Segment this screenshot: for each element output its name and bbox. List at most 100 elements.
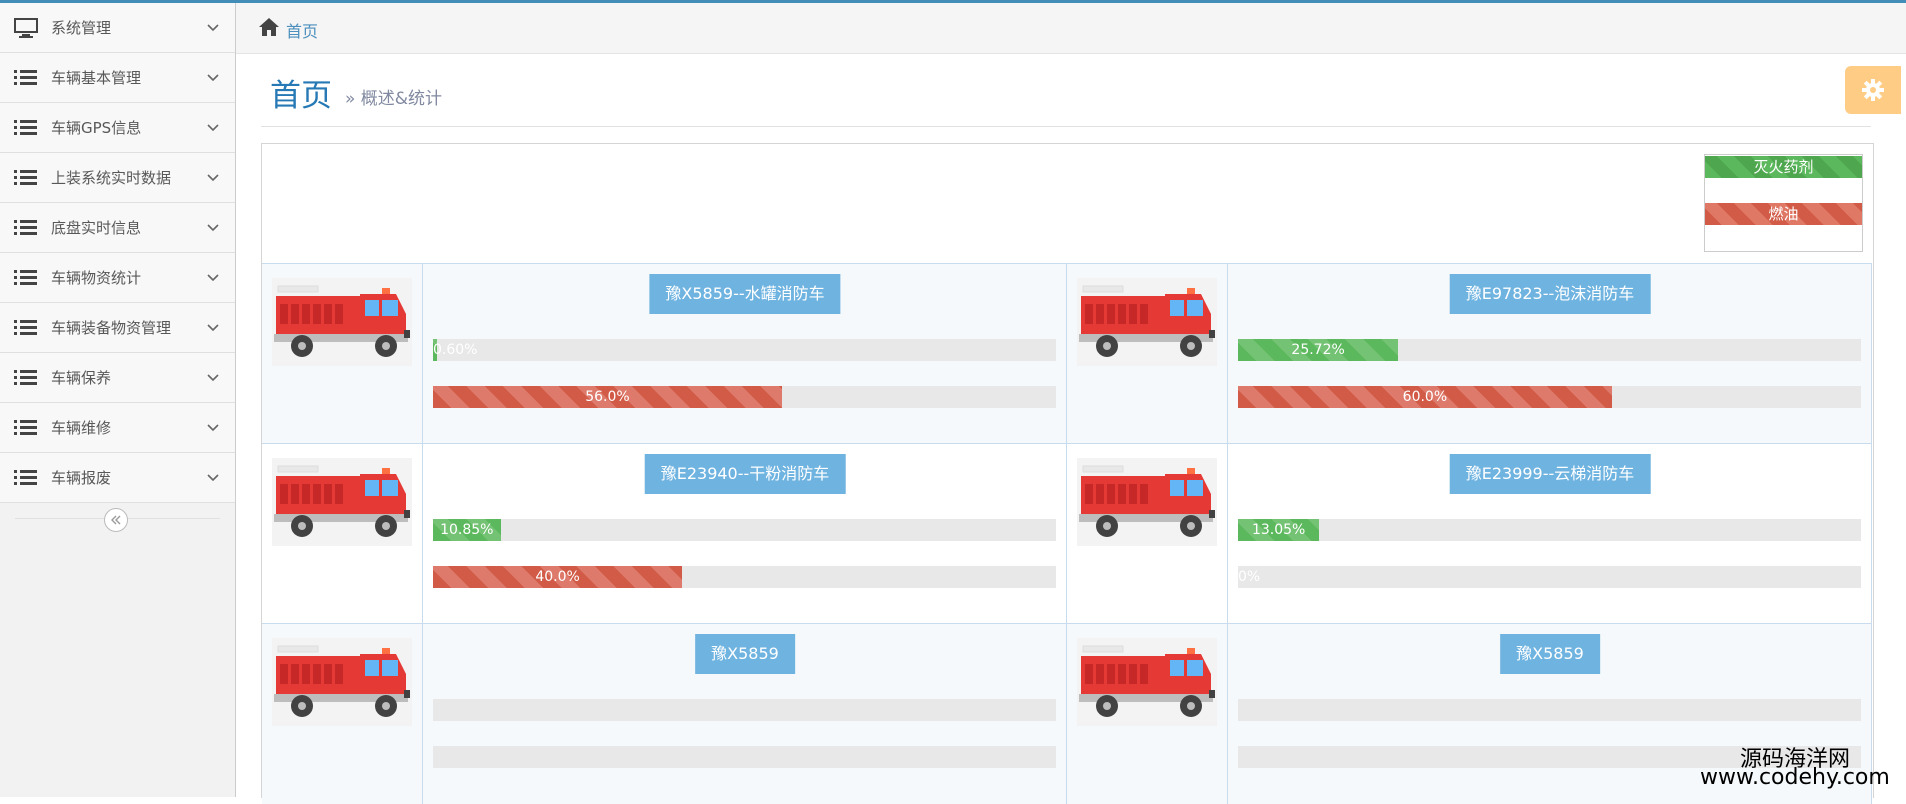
vehicle-panel [261, 143, 1874, 798]
agent-progress-bar: 0.60% [433, 339, 1056, 361]
list-icon [14, 170, 37, 185]
agent-progress-bar: 25.72% [1238, 339, 1861, 361]
list-icon [14, 470, 37, 485]
fire-truck-icon [1077, 458, 1217, 546]
sidebar-item[interactable]: 车辆物资统计 [0, 253, 235, 303]
vehicle-image-cell [1067, 264, 1228, 444]
header-divider [261, 126, 1871, 127]
agent-progress-label: 0.60% [433, 342, 478, 358]
vehicle-name-button[interactable]: 豫X5859 [695, 634, 795, 674]
vehicle-row: 豫X5859--水罐消防车 0.60% 56.0% 豫E97823--泡沫消防车 25.… [262, 263, 1872, 444]
chevron-down-icon [207, 74, 219, 82]
list-icon [14, 220, 37, 235]
agent-progress-bar [433, 699, 1056, 721]
sidebar-item[interactable]: 车辆维修 [0, 403, 235, 453]
chevron-down-icon [207, 174, 219, 182]
fuel-progress-bar: 60.0% [1238, 386, 1861, 408]
vehicle-info-cell: 豫X5859 [423, 624, 1067, 804]
sidebar-item[interactable]: 底盘实时信息 [0, 203, 235, 253]
agent-progress-fill [1238, 519, 1320, 541]
double-chevron-left-icon [111, 515, 121, 525]
sidebar-item[interactable]: 上装系统实时数据 [0, 153, 235, 203]
vehicle-image-cell [1067, 624, 1228, 804]
gear-icon [1862, 79, 1884, 101]
legend: 灭火药剂 燃油 [1704, 154, 1863, 252]
agent-progress-fill [1238, 339, 1399, 361]
sidebar-item-label: 车辆报废 [51, 469, 112, 487]
agent-progress-label: 10.85% [440, 522, 494, 538]
fuel-progress-bar: 0% [1238, 566, 1861, 588]
list-icon [14, 270, 37, 285]
list-icon [14, 420, 37, 435]
chevron-down-icon [207, 424, 219, 432]
fuel-progress-label: 60.0% [1402, 389, 1448, 405]
breadcrumb-home-link[interactable]: 首页 [286, 22, 319, 41]
sidebar-menu: 系统管理车辆基本管理 车辆GPS信息上装系统实时数据 底盘实时信息 车辆物资统计车辆装… [0, 3, 235, 503]
sidebar-item-label: 车辆物资统计 [51, 269, 142, 287]
agent-progress-bar [1238, 699, 1861, 721]
agent-progress-bar: 13.05% [1238, 519, 1861, 541]
monitor-icon [14, 18, 38, 38]
fuel-progress-bar [1238, 746, 1861, 768]
sidebar-item[interactable]: 车辆装备物资管理 [0, 303, 235, 353]
sidebar-item[interactable]: 车辆基本管理 [0, 53, 235, 103]
vehicle-info-cell: 豫E97823--泡沫消防车 25.72% 60.0% [1228, 264, 1872, 444]
list-icon [14, 370, 37, 385]
agent-progress-fill [433, 519, 501, 541]
sidebar-item-label: 车辆装备物资管理 [51, 319, 172, 337]
sidebar-item[interactable]: 车辆保养 [0, 353, 235, 403]
chevron-down-icon [207, 124, 219, 132]
vehicle-name-button[interactable]: 豫E23940--干粉消防车 [644, 454, 846, 494]
fuel-progress-fill [433, 386, 782, 408]
vehicle-row: 豫E23940--干粉消防车 10.85% 40.0% 豫E23999--云梯消防车 1… [262, 443, 1872, 624]
sidebar-item[interactable]: 车辆报废 [0, 453, 235, 503]
fuel-progress-fill [1238, 386, 1612, 408]
vehicle-name-button[interactable]: 豫E23999--云梯消防车 [1449, 454, 1651, 494]
vehicle-info-cell: 豫E23999--云梯消防车 13.05% 0% [1228, 444, 1872, 624]
vehicle-info-cell: 豫X5859--水罐消防车 0.60% 56.0% [423, 264, 1067, 444]
page-title: 首页 [270, 78, 332, 114]
list-icon [14, 320, 37, 335]
fire-truck-icon [272, 458, 412, 546]
fuel-progress-label: 0% [1238, 569, 1261, 585]
legend-agent: 灭火药剂 [1705, 156, 1862, 178]
page-subtitle: » 概述&统计 [345, 89, 443, 109]
fuel-progress-fill [433, 566, 683, 588]
sidebar-item[interactable]: 系统管理 [0, 3, 235, 53]
sidebar-collapse-button[interactable] [104, 508, 128, 532]
chevron-down-icon [207, 374, 219, 382]
vehicle-info-cell: 豫E23940--干粉消防车 10.85% 40.0% [423, 444, 1067, 624]
sidebar-item-label: 底盘实时信息 [51, 219, 142, 237]
agent-progress-label: 13.05% [1251, 522, 1306, 538]
sidebar-item-label: 系统管理 [51, 19, 112, 37]
vehicle-name-button[interactable]: 豫X5859--水罐消防车 [649, 274, 841, 314]
home-icon[interactable] [258, 17, 280, 37]
chevron-down-icon [207, 324, 219, 332]
sidebar-item-label: 上装系统实时数据 [51, 169, 172, 187]
watermark-title: 源码海洋网 [1740, 747, 1851, 772]
fire-truck-icon [272, 638, 412, 726]
chevron-down-icon [207, 474, 219, 482]
watermark-url: www.codehy.com [1700, 765, 1890, 790]
vehicle-name-button[interactable]: 豫X5859 [1500, 634, 1600, 674]
chevron-down-icon [207, 274, 219, 282]
vehicle-row: 豫X5859 豫X5859 [262, 623, 1872, 804]
sidebar-item-label: 车辆维修 [51, 419, 112, 437]
sidebar-item[interactable]: 车辆GPS信息 [0, 103, 235, 153]
fuel-progress-label: 40.0% [535, 569, 580, 585]
chevron-down-icon [207, 24, 219, 32]
list-icon [14, 120, 37, 135]
agent-progress-bar: 10.85% [433, 519, 1056, 541]
vehicle-image-cell [262, 624, 423, 804]
fuel-progress-bar: 56.0% [433, 386, 1056, 408]
fuel-progress-bar [433, 746, 1056, 768]
chevron-down-icon [207, 224, 219, 232]
breadcrumb: 首页 [236, 3, 1906, 54]
agent-progress-fill [433, 339, 437, 361]
vehicle-name-button[interactable]: 豫E97823--泡沫消防车 [1449, 274, 1651, 314]
fire-truck-icon [1077, 278, 1217, 366]
fuel-progress-label: 56.0% [585, 389, 630, 405]
fuel-progress-bar: 40.0% [433, 566, 1056, 588]
agent-progress-label: 25.72% [1291, 342, 1345, 358]
settings-button[interactable] [1845, 66, 1901, 114]
